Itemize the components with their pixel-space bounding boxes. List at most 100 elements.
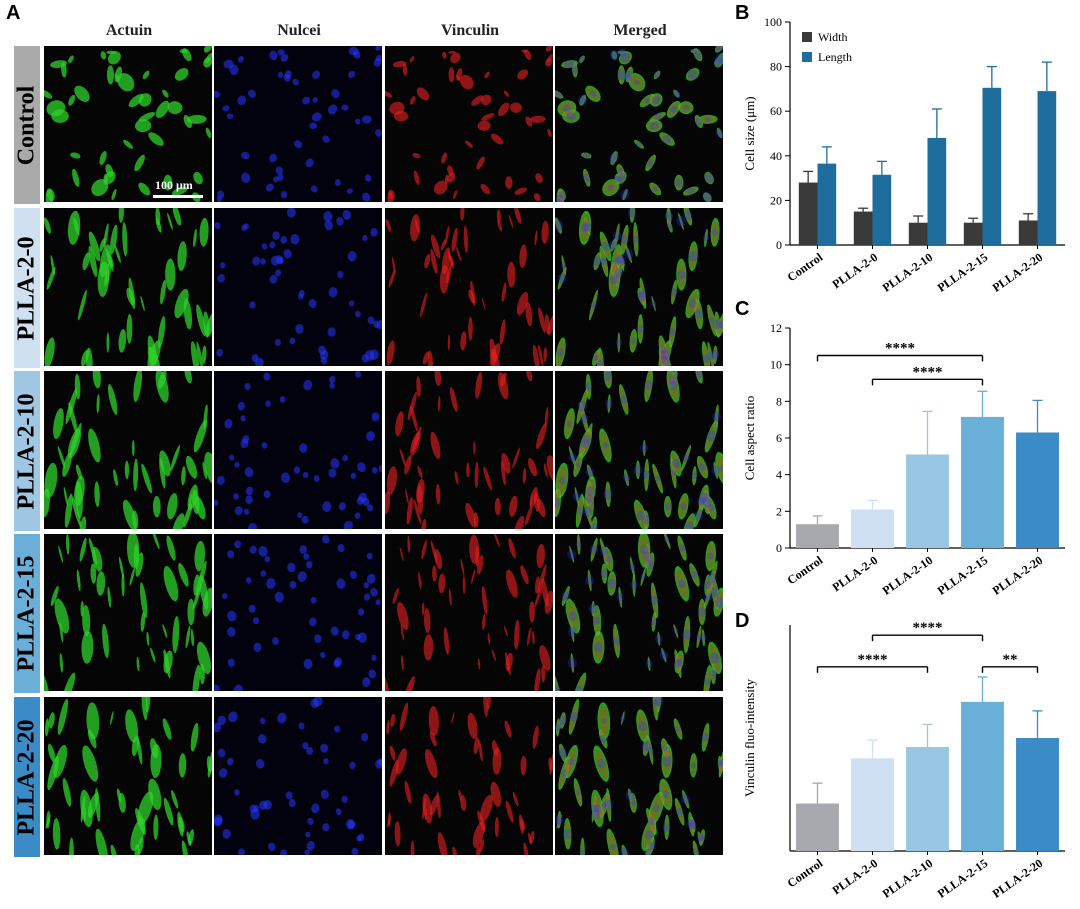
cell-blob bbox=[614, 174, 619, 184]
cell-blob bbox=[560, 713, 566, 728]
cell-blob bbox=[707, 341, 715, 366]
cell-blob bbox=[105, 248, 114, 272]
y-tick-label: 6 bbox=[776, 431, 782, 445]
cell-blob bbox=[644, 830, 653, 840]
cell-blob bbox=[413, 170, 420, 185]
cell-blob bbox=[598, 705, 609, 736]
cell-blob bbox=[696, 455, 709, 479]
cell-blob bbox=[88, 231, 101, 262]
cell-blob bbox=[589, 523, 598, 529]
cell-blob bbox=[409, 95, 416, 105]
cell-blob bbox=[699, 829, 706, 846]
cell-blob bbox=[698, 607, 706, 617]
cell-blob bbox=[263, 800, 272, 810]
cell-blob bbox=[633, 499, 648, 529]
cell-blob bbox=[350, 472, 357, 479]
cell-blob bbox=[299, 545, 307, 554]
cell-blob bbox=[669, 319, 676, 345]
cell-blob bbox=[420, 518, 427, 529]
cell-blob bbox=[590, 518, 597, 529]
cell-blob bbox=[558, 191, 565, 198]
cell-blob bbox=[617, 334, 620, 351]
cell-blob bbox=[348, 70, 356, 78]
cell-blob bbox=[645, 371, 653, 399]
cell-blob bbox=[364, 174, 372, 182]
cell-blob bbox=[363, 581, 370, 589]
cell-blob bbox=[623, 473, 631, 482]
cell-blob bbox=[145, 697, 151, 713]
cell-blob bbox=[73, 217, 80, 236]
cell-blob bbox=[355, 310, 361, 318]
cell-blob bbox=[289, 337, 296, 345]
cell-blob bbox=[641, 740, 651, 752]
cell-blob bbox=[394, 110, 409, 122]
cell-blob bbox=[367, 504, 374, 512]
cell-blob bbox=[152, 534, 160, 550]
y-tick-label: 10 bbox=[770, 358, 782, 372]
cell-blob bbox=[323, 211, 333, 222]
cell-blob bbox=[624, 73, 632, 82]
cell-blob bbox=[160, 279, 167, 305]
cell-blob bbox=[702, 630, 705, 645]
cell-blob bbox=[558, 476, 566, 485]
cell-blob bbox=[237, 95, 247, 106]
cell-blob bbox=[587, 569, 592, 592]
cell-blob bbox=[110, 711, 114, 725]
cell-blob bbox=[579, 95, 586, 105]
cell-blob bbox=[269, 241, 276, 249]
cell-blob bbox=[634, 139, 644, 149]
cell-blob bbox=[437, 832, 448, 855]
cell-blob bbox=[650, 595, 659, 606]
micrograph-plla-2-0-merged bbox=[555, 208, 723, 366]
cell-blob bbox=[660, 349, 670, 361]
cell-blob bbox=[387, 191, 394, 202]
cell-blob bbox=[227, 550, 235, 559]
cell-blob bbox=[643, 441, 646, 455]
cell-blob bbox=[546, 53, 553, 63]
cell-blob bbox=[650, 582, 659, 619]
cell-blob bbox=[548, 757, 553, 771]
cell-blob bbox=[561, 585, 570, 607]
row-label-text: Control bbox=[13, 85, 40, 165]
cell-blob bbox=[568, 453, 577, 463]
legend-swatch-length bbox=[802, 52, 812, 62]
cell-blob bbox=[638, 721, 647, 731]
cell-blob bbox=[556, 466, 568, 495]
cell-blob bbox=[456, 246, 462, 262]
cell-blob bbox=[117, 73, 135, 92]
cell-blob bbox=[662, 822, 671, 832]
cell-blob bbox=[646, 560, 655, 570]
cell-blob bbox=[157, 316, 166, 349]
cell-blob bbox=[644, 371, 654, 402]
cell-blob bbox=[682, 629, 692, 640]
cell-blob bbox=[507, 261, 516, 288]
cell-blob bbox=[260, 570, 267, 577]
cell-blob bbox=[632, 575, 636, 595]
x-tick-label-plla-2-0: PLLA-2-0 bbox=[830, 553, 881, 594]
cell-blob bbox=[662, 744, 669, 752]
cell-blob bbox=[62, 452, 72, 477]
cell-blob bbox=[561, 591, 571, 601]
cell-blob bbox=[494, 817, 499, 838]
cell-blob bbox=[429, 795, 439, 816]
cell-blob bbox=[666, 218, 673, 233]
cell-blob bbox=[714, 406, 719, 427]
cell-blob bbox=[487, 633, 490, 645]
cell-blob bbox=[447, 250, 454, 270]
cell-blob bbox=[240, 415, 246, 422]
cell-blob bbox=[534, 230, 538, 246]
cell-blob bbox=[547, 128, 552, 138]
cell-blob bbox=[460, 208, 465, 221]
cell-blob bbox=[562, 104, 571, 112]
cell-blob bbox=[572, 61, 578, 78]
cell-blob bbox=[429, 731, 437, 747]
micrograph-plla-2-0-vinculin bbox=[385, 208, 553, 366]
cell-blob bbox=[412, 426, 422, 453]
cell-blob bbox=[556, 340, 565, 366]
cell-blob bbox=[641, 95, 654, 106]
cell-blob bbox=[261, 442, 268, 449]
cell-blob bbox=[657, 697, 661, 711]
cell-blob bbox=[473, 441, 476, 455]
cell-blob bbox=[443, 627, 450, 655]
